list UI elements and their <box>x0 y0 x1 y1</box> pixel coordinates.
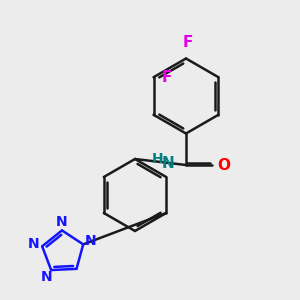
Text: N: N <box>56 215 68 229</box>
Text: F: F <box>162 70 172 85</box>
Text: N: N <box>162 157 175 172</box>
Text: O: O <box>218 158 230 172</box>
Text: F: F <box>182 35 193 50</box>
Text: N: N <box>41 270 52 284</box>
Text: N: N <box>85 234 97 248</box>
Text: N: N <box>28 237 40 251</box>
Text: H: H <box>152 152 164 167</box>
